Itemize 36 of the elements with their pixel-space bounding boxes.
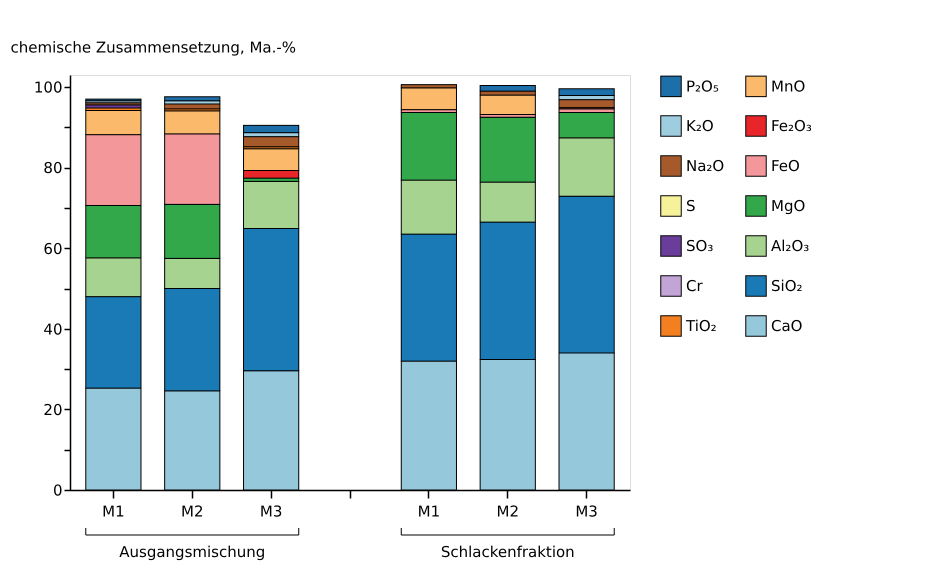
legend-label: MgO — [771, 197, 806, 215]
y-axis-title: chemische Zusammensetzung, Ma.-% — [10, 38, 296, 56]
bar — [480, 84, 536, 92]
bar — [558, 88, 615, 96]
bar — [400, 87, 457, 110]
legend-label: SO₃ — [686, 237, 714, 255]
x-tick-label: M1 — [418, 502, 440, 520]
bar — [164, 96, 220, 102]
x-tick-label: M2 — [181, 502, 204, 520]
legend-label: TiO₂ — [685, 317, 717, 335]
bar — [243, 124, 300, 134]
bar — [480, 94, 536, 115]
x-tick-label: M3 — [260, 502, 282, 520]
legend-label: S — [686, 197, 696, 215]
y-tick-label: 80 — [43, 159, 62, 178]
x-tick-label: M3 — [575, 502, 598, 520]
y-tick-label: 20 — [43, 400, 62, 419]
x-tick-label: M1 — [102, 502, 125, 520]
legend-label: CaO — [771, 317, 802, 335]
legend-label: Cr — [686, 277, 704, 295]
text: Schlackenfraktion — [440, 543, 575, 561]
x-tick-label: M2 — [496, 502, 519, 520]
bar — [243, 136, 300, 148]
legend-label: K₂O — [686, 117, 714, 135]
y-tick-label: 0 — [52, 482, 62, 500]
legend-label: MnO — [771, 77, 806, 96]
legend-label: Fe₂O₃ — [771, 117, 812, 135]
text: Ausgangsmischung — [119, 543, 266, 561]
y-tick-label: 60 — [43, 240, 62, 258]
legend-label: Al₂O₃ — [771, 237, 810, 255]
legend-label: SiO₂ — [771, 277, 803, 295]
legend-label: Na₂O — [686, 157, 724, 175]
y-tick-label: 40 — [43, 320, 62, 338]
legend-label: P₂O₅ — [686, 77, 719, 96]
y-tick-label: 100 — [34, 78, 62, 97]
legend-label: FeO — [771, 157, 800, 175]
